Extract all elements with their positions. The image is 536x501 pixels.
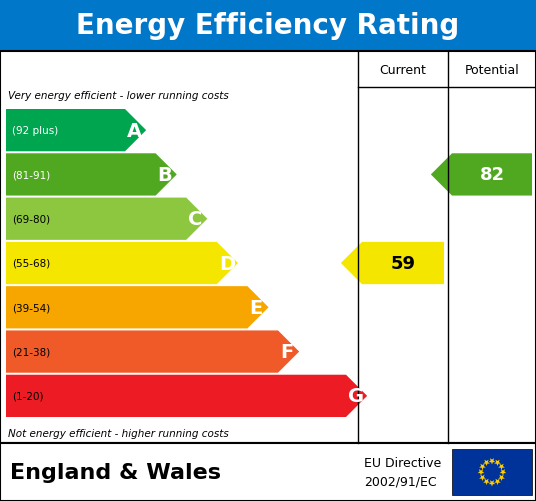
Bar xyxy=(0,52,536,443)
Polygon shape xyxy=(483,479,490,485)
Text: EU Directive
2002/91/EC: EU Directive 2002/91/EC xyxy=(364,456,441,487)
Text: (21-38): (21-38) xyxy=(12,347,50,357)
Text: 59: 59 xyxy=(391,255,415,273)
Polygon shape xyxy=(6,198,207,240)
Polygon shape xyxy=(500,469,507,475)
Polygon shape xyxy=(431,154,532,196)
Polygon shape xyxy=(489,458,495,464)
Text: (39-54): (39-54) xyxy=(12,303,50,313)
Polygon shape xyxy=(6,110,146,152)
Text: D: D xyxy=(219,254,235,273)
Bar xyxy=(0,443,536,501)
Polygon shape xyxy=(483,460,490,466)
Text: (81-91): (81-91) xyxy=(12,170,50,180)
Polygon shape xyxy=(6,375,367,417)
Text: (1-20): (1-20) xyxy=(12,391,43,401)
Text: A: A xyxy=(127,121,142,140)
Polygon shape xyxy=(478,469,485,475)
Text: C: C xyxy=(188,210,203,229)
Text: Not energy efficient - higher running costs: Not energy efficient - higher running co… xyxy=(8,428,229,438)
Text: (92 plus): (92 plus) xyxy=(12,126,58,136)
Polygon shape xyxy=(6,154,177,196)
Text: Energy Efficiency Rating: Energy Efficiency Rating xyxy=(76,12,460,40)
Polygon shape xyxy=(498,464,505,470)
Text: (55-68): (55-68) xyxy=(12,259,50,269)
Text: G: G xyxy=(348,387,364,405)
Text: F: F xyxy=(280,342,293,361)
Text: 82: 82 xyxy=(479,166,504,184)
Polygon shape xyxy=(6,287,269,329)
Bar xyxy=(452,449,532,495)
Text: Very energy efficient - lower running costs: Very energy efficient - lower running co… xyxy=(8,91,229,101)
Text: England & Wales: England & Wales xyxy=(10,462,221,482)
Polygon shape xyxy=(6,331,299,373)
Polygon shape xyxy=(479,475,486,481)
Polygon shape xyxy=(494,479,501,485)
Text: Potential: Potential xyxy=(465,63,519,76)
Polygon shape xyxy=(498,475,505,481)
Polygon shape xyxy=(479,464,486,470)
Text: E: E xyxy=(249,298,263,317)
Polygon shape xyxy=(6,242,238,285)
Bar xyxy=(0,0,536,52)
Polygon shape xyxy=(341,242,444,285)
Text: (69-80): (69-80) xyxy=(12,214,50,224)
Text: B: B xyxy=(158,166,173,184)
Text: Current: Current xyxy=(379,63,427,76)
Polygon shape xyxy=(494,460,501,466)
Polygon shape xyxy=(489,480,495,486)
